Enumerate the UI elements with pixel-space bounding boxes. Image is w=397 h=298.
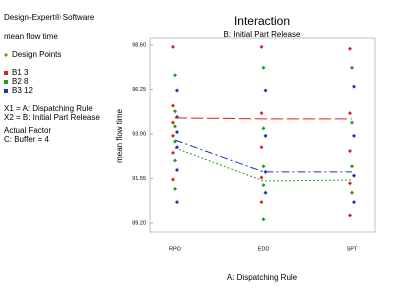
design-point	[263, 133, 268, 138]
plot-frame	[149, 37, 376, 233]
design-point	[348, 149, 352, 154]
design-point	[173, 186, 177, 191]
design-point	[259, 44, 264, 49]
design-point	[350, 65, 354, 70]
x-tick-label: EDD	[258, 246, 270, 252]
design-point	[259, 111, 264, 116]
x-tick-label: RPO	[169, 246, 182, 252]
design-point	[261, 126, 266, 131]
design-point	[259, 145, 264, 150]
series-line	[174, 117, 352, 120]
design-point	[352, 173, 356, 178]
design-point	[171, 133, 175, 138]
design-point	[173, 73, 177, 78]
design-point	[175, 130, 179, 135]
legend-label: B3 12	[12, 86, 33, 95]
annotation: mean flow time	[4, 32, 58, 41]
design-point	[173, 124, 177, 129]
y-axis-title: mean flow time	[115, 109, 124, 163]
legend-label: Design Points	[12, 50, 61, 59]
chart-subtitle: B: Initial Part Release	[224, 30, 301, 39]
legend-label: B2 8	[12, 77, 29, 86]
legend-label: B1 3	[12, 68, 29, 77]
design-point	[175, 88, 179, 93]
design-point	[263, 88, 268, 93]
design-point	[259, 175, 264, 180]
design-point	[352, 84, 356, 89]
series-line	[174, 147, 353, 182]
design-point	[175, 200, 179, 205]
design-point	[263, 190, 268, 195]
annotation: X1 = A: Dispatching Rule	[4, 104, 93, 113]
design-point	[261, 164, 266, 169]
design-point	[261, 65, 266, 70]
annotation: X2 = B: Initial Part Release	[4, 113, 100, 122]
legend-marker	[4, 80, 8, 84]
legend-marker	[4, 53, 8, 57]
design-point	[261, 217, 266, 222]
y-tick-label: 96.25	[132, 87, 146, 93]
design-point	[352, 133, 356, 138]
y-tick-label: 98.60	[132, 42, 146, 48]
y-tick-label: 91.55	[132, 176, 146, 182]
annotation: C: Buffer = 4	[4, 135, 50, 144]
design-point	[171, 103, 175, 108]
design-point	[173, 158, 177, 163]
x-axis-title: A: Dispatching Rule	[227, 273, 298, 282]
chart-title: Interaction	[234, 14, 290, 28]
design-point	[171, 150, 175, 155]
design-point	[348, 181, 352, 186]
design-point	[173, 109, 177, 114]
design-point	[348, 213, 352, 218]
y-tick-label: 89.20	[132, 220, 146, 226]
design-point	[352, 200, 356, 205]
design-point	[171, 177, 175, 182]
design-point	[175, 167, 179, 172]
annotation: Design-Expert® Software	[4, 13, 95, 22]
x-tick-label: SPT	[347, 246, 358, 252]
design-point	[350, 190, 354, 195]
design-point	[171, 120, 175, 125]
annotation: Actual Factor	[4, 126, 51, 135]
design-point	[261, 183, 266, 188]
design-point	[259, 200, 264, 205]
design-point	[348, 46, 352, 51]
design-point	[348, 111, 352, 116]
design-point	[350, 120, 354, 125]
design-point	[350, 164, 354, 169]
legend-marker	[4, 89, 8, 93]
legend-marker	[4, 71, 8, 75]
y-tick-label: 93.90	[132, 131, 146, 137]
design-point	[171, 44, 175, 49]
